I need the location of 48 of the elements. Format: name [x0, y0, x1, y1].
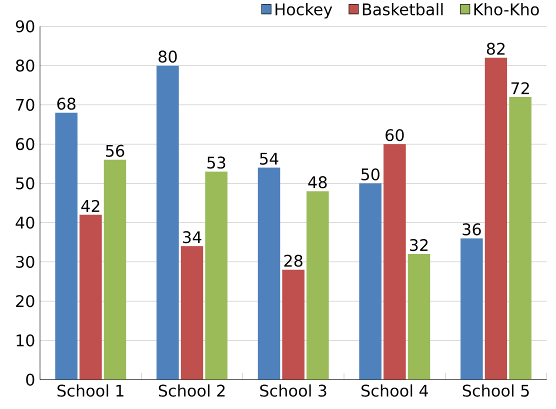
bar [104, 160, 126, 380]
bar [306, 191, 329, 380]
x-tick-label: School 1 [58, 384, 124, 397]
y-tick-label: 70 [16, 98, 34, 111]
bar [282, 270, 304, 380]
data-label: 80 [158, 50, 177, 63]
bar [408, 254, 430, 380]
data-label: 82 [486, 42, 505, 55]
x-tick-label: School 4 [362, 384, 428, 397]
legend-label: Kho-Kho [474, 3, 539, 16]
y-tick-label: 80 [16, 60, 34, 72]
y-tick-label: 60 [16, 138, 34, 150]
bar [258, 168, 280, 380]
data-label: 53 [207, 156, 226, 169]
data-label: 72 [511, 82, 529, 94]
data-label: 50 [361, 168, 380, 180]
data-label: 54 [260, 152, 278, 165]
y-tick-label: 90 [16, 20, 34, 32]
bar [205, 172, 228, 380]
bar [460, 238, 483, 380]
x-tick-label: School 3 [260, 384, 326, 397]
data-label: 36 [462, 223, 481, 236]
data-label: 34 [183, 231, 202, 244]
data-label: 56 [106, 144, 124, 157]
bar [180, 246, 204, 380]
x-tick-label: School 5 [462, 384, 529, 397]
x-tick-label: School 2 [158, 384, 225, 397]
bar [359, 183, 382, 380]
data-label: 42 [81, 200, 100, 212]
data-label: 28 [284, 254, 302, 267]
y-tick-label: 0 [26, 374, 34, 386]
y-tick-label: 30 [16, 256, 34, 268]
data-label: 32 [410, 238, 428, 252]
y-tick-label: 10 [16, 334, 34, 346]
bar [80, 214, 102, 380]
data-label: 48 [308, 176, 327, 188]
y-tick-label: 50 [16, 177, 34, 190]
data-label: 68 [57, 98, 76, 110]
data-label: 60 [386, 129, 404, 142]
bar [484, 58, 508, 380]
legend-label: Hockey [276, 3, 332, 19]
y-tick-label: 20 [16, 295, 34, 308]
y-tick-label: 40 [16, 216, 34, 229]
bar [156, 66, 179, 380]
bar [509, 97, 532, 380]
bar [55, 112, 78, 380]
bar [384, 144, 406, 380]
legend-label: Basketball [362, 3, 443, 16]
